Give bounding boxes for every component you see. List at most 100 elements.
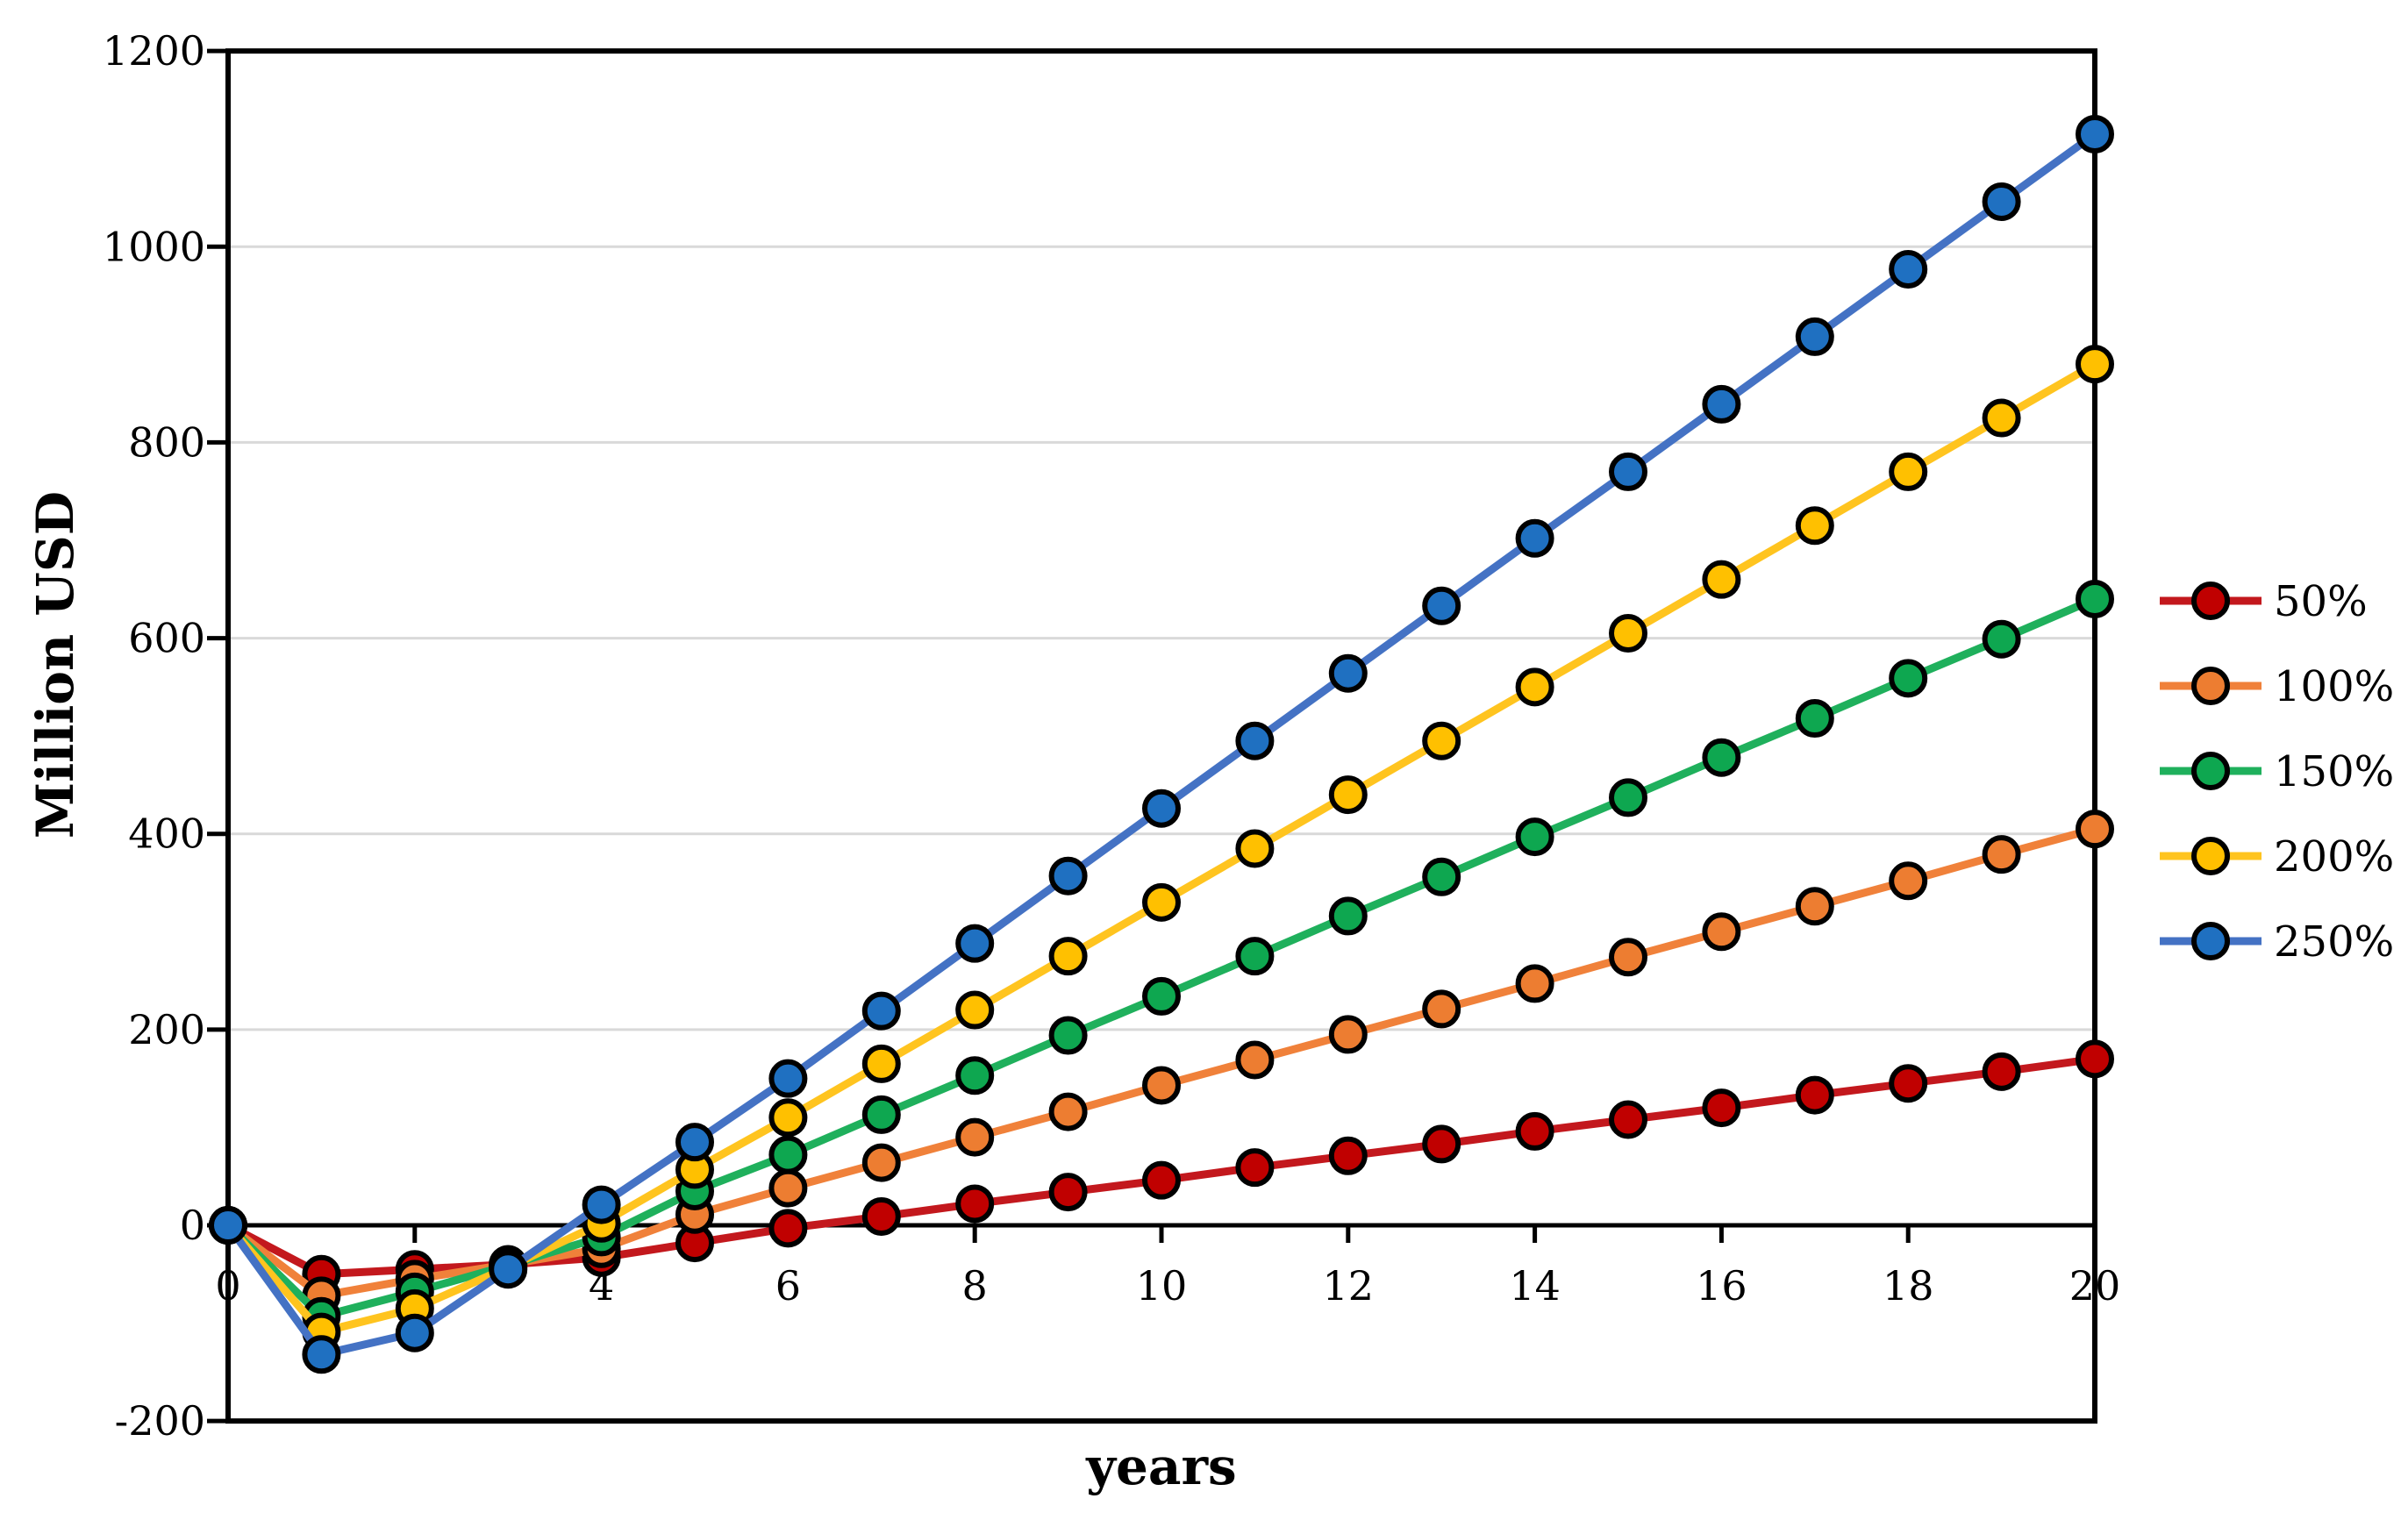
legend-marker-50%	[2191, 582, 2230, 620]
x-tick-label-12: 12	[1323, 1262, 1375, 1309]
marker-250%-year-19	[1982, 182, 2021, 221]
marker-150%-year-17	[1795, 699, 1834, 739]
marker-150%-year-13	[1422, 857, 1461, 896]
marker-150%-year-16	[1702, 738, 1741, 777]
marker-100%-year-17	[1795, 887, 1834, 926]
x-tick-label-6: 6	[775, 1262, 801, 1309]
y-tick-label-1200: 1200	[103, 27, 205, 75]
marker-250%-year-12	[1328, 653, 1368, 693]
marker-250%-year-6	[768, 1059, 808, 1098]
marker-200%-year-12	[1328, 775, 1368, 815]
marker-250%-year-0	[209, 1206, 247, 1245]
marker-250%-year-5	[675, 1123, 714, 1162]
marker-50%-year-20	[2076, 1039, 2114, 1079]
marker-250%-year-2	[395, 1313, 434, 1352]
x-tick-label-10: 10	[1136, 1262, 1188, 1309]
marker-150%-year-19	[1982, 619, 2021, 659]
marker-250%-year-8	[955, 924, 995, 963]
marker-150%-year-14	[1515, 817, 1554, 857]
marker-100%-year-16	[1702, 912, 1741, 952]
y-axis-title: Million USD	[25, 491, 85, 838]
x-axis-title: years	[1085, 1437, 1236, 1496]
marker-50%-year-17	[1795, 1075, 1834, 1115]
marker-250%-year-13	[1422, 586, 1461, 625]
x-tick-label-16: 16	[1696, 1262, 1747, 1309]
marker-100%-year-9	[1048, 1092, 1088, 1131]
marker-50%-year-9	[1048, 1173, 1088, 1212]
marker-250%-year-17	[1795, 317, 1834, 356]
marker-150%-year-18	[1889, 659, 1928, 698]
marker-50%-year-12	[1328, 1136, 1368, 1175]
legend-label-250%: 250%	[2274, 917, 2394, 967]
marker-200%-year-14	[1515, 667, 1554, 707]
marker-100%-year-11	[1235, 1040, 1275, 1080]
marker-250%-year-7	[861, 991, 901, 1031]
marker-100%-year-15	[1609, 938, 1647, 977]
legend-label-200%: 200%	[2274, 832, 2394, 881]
marker-200%-year-17	[1795, 506, 1834, 546]
marker-200%-year-18	[1889, 452, 1928, 491]
marker-150%-year-20	[2076, 579, 2114, 618]
marker-200%-year-16	[1702, 560, 1741, 599]
legend-label-100%: 100%	[2274, 662, 2394, 711]
marker-50%-year-7	[861, 1196, 901, 1236]
marker-200%-year-15	[1609, 613, 1647, 653]
marker-200%-year-8	[955, 990, 995, 1030]
y-tick-label-800: 800	[128, 418, 205, 466]
legend-marker-250%	[2191, 922, 2230, 960]
x-tick-label-8: 8	[962, 1262, 988, 1309]
marker-250%-year-3	[489, 1250, 528, 1289]
marker-50%-year-15	[1609, 1100, 1647, 1139]
marker-250%-year-18	[1889, 249, 1928, 289]
marker-250%-year-4	[582, 1185, 621, 1224]
marker-100%-year-10	[1142, 1066, 1181, 1105]
y-tick-label-600: 600	[128, 615, 205, 662]
marker-50%-year-13	[1422, 1124, 1461, 1164]
legend-item-250%: 250%	[2160, 917, 2394, 967]
legend: 50% 100% 150% 200% 250%	[2160, 577, 2394, 967]
marker-200%-year-11	[1235, 829, 1275, 868]
marker-100%-year-18	[1889, 861, 1928, 901]
marker-250%-year-15	[1609, 452, 1647, 491]
marker-100%-year-12	[1328, 1015, 1368, 1054]
marker-150%-year-10	[1142, 976, 1181, 1016]
x-tick-label-14: 14	[1509, 1262, 1561, 1309]
marker-200%-year-10	[1142, 882, 1181, 922]
plot-border	[225, 48, 2097, 1424]
marker-150%-year-12	[1328, 896, 1368, 936]
y-tick-label-1000: 1000	[103, 223, 205, 270]
marker-200%-year-13	[1422, 721, 1461, 760]
marker-250%-year-16	[1702, 384, 1741, 424]
legend-label-50%: 50%	[2274, 577, 2368, 626]
legend-item-150%: 150%	[2160, 747, 2394, 796]
marker-250%-year-11	[1235, 721, 1275, 760]
marker-200%-year-20	[2076, 345, 2114, 384]
series-layer	[209, 114, 2114, 1374]
legend-item-100%: 100%	[2160, 662, 2394, 711]
marker-100%-year-20	[2076, 810, 2114, 849]
legend-marker-100%	[2191, 667, 2230, 705]
marker-200%-year-19	[1982, 398, 2021, 438]
marker-100%-year-8	[955, 1117, 995, 1157]
x-tick-label-18: 18	[1883, 1262, 1934, 1309]
legend-marker-200%	[2191, 837, 2230, 875]
y-tick-label-200: 200	[128, 1006, 205, 1053]
marker-100%-year-13	[1422, 989, 1461, 1029]
marker-150%-year-15	[1609, 778, 1647, 817]
marker-50%-year-16	[1702, 1088, 1741, 1128]
marker-50%-year-10	[1142, 1160, 1181, 1200]
marker-100%-year-19	[1982, 835, 2021, 874]
legend-item-50%: 50%	[2160, 577, 2368, 626]
marker-250%-year-14	[1515, 518, 1554, 558]
marker-150%-year-11	[1235, 937, 1275, 976]
y-tick-label-0: 0	[180, 1202, 205, 1249]
marker-100%-year-6	[768, 1168, 808, 1208]
marker-150%-year-9	[1048, 1016, 1088, 1055]
y-tick-label--200: -200	[115, 1397, 205, 1445]
gridlines-layer	[228, 245, 2095, 1031]
marker-50%-year-11	[1235, 1148, 1275, 1188]
legend-marker-150%	[2191, 752, 2230, 790]
marker-100%-year-14	[1515, 964, 1554, 1003]
